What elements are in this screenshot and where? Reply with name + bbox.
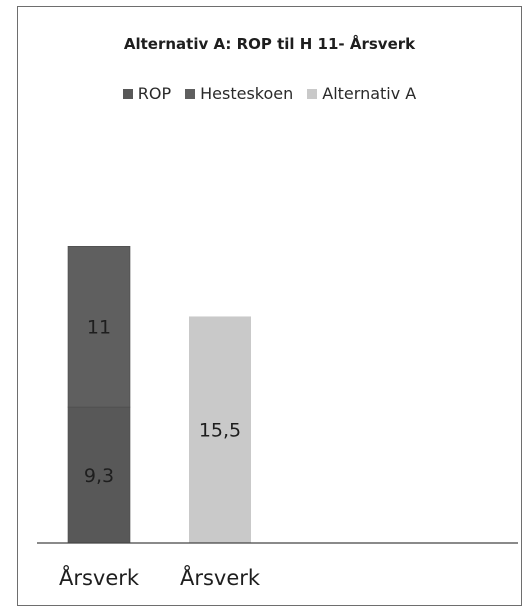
legend-swatch-rop: [122, 88, 133, 99]
bar-alternativ-a-2: [189, 316, 251, 543]
legend-label-alternativ-a: Alternativ A: [322, 84, 417, 103]
data-label-rop-1: 9,3: [84, 465, 114, 487]
data-label-hesteskoen-1: 11: [87, 317, 111, 339]
legend-item-rop: ROP: [122, 84, 172, 103]
data-label-alternativ-a-2: 15,5: [199, 420, 241, 442]
legend-item-hesteskoen: Hesteskoen: [185, 84, 293, 103]
chart-title: Alternativ A: ROP til H 11- Årsverk: [123, 35, 416, 53]
bar-rop-1: [67, 406, 131, 544]
bar-hesteskoen-1: [67, 246, 131, 408]
chart-legend: ROP Hesteskoen Alternativ A: [18, 84, 521, 103]
x-tick-label-2: Årsverk: [180, 564, 261, 590]
legend-item-alternativ-a: Alternativ A: [307, 84, 416, 103]
legend-label-rop: ROP: [137, 84, 172, 103]
legend-swatch-hesteskoen: [185, 88, 196, 99]
legend-swatch-alternativ-a: [307, 88, 318, 99]
legend-label-hesteskoen: Hesteskoen: [200, 84, 294, 103]
x-tick-label-1: Årsverk: [59, 564, 140, 590]
